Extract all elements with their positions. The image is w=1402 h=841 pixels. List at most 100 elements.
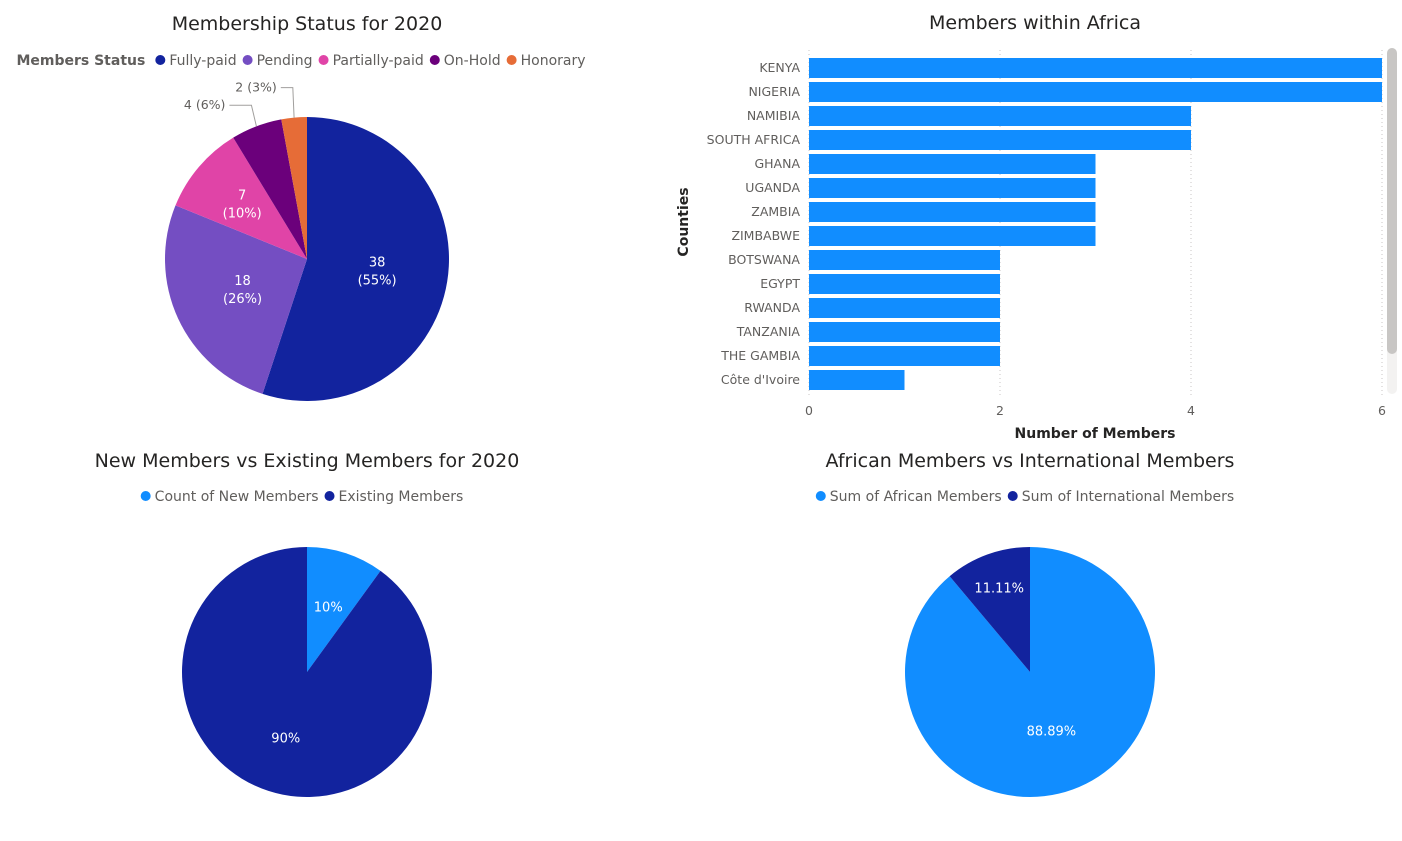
category-label-kenya: KENYA <box>759 60 800 75</box>
category-label-the-gambia: THE GAMBIA <box>720 348 800 363</box>
category-label-botswana: BOTSWANA <box>728 252 800 267</box>
legend-label: Sum of African Members <box>830 489 1002 505</box>
category-label-ghana: GHANA <box>754 156 800 171</box>
legend-marker <box>815 491 826 501</box>
bar-nigeria[interactable] <box>809 82 1382 102</box>
membership-status-chart: Membership Status for 2020 Members Statu… <box>16 13 586 401</box>
legend: Sum of African Members Sum of Internation… <box>815 489 1234 505</box>
legend-item-sum-of-international-members[interactable]: Sum of International Members <box>1007 489 1234 505</box>
bar-zimbabwe[interactable] <box>809 226 1096 246</box>
legend-label: Pending <box>257 53 313 69</box>
bar-kenya[interactable] <box>809 58 1382 78</box>
legend-label: Existing Members <box>339 489 464 505</box>
x-tick-4: 4 <box>1187 403 1195 418</box>
x-tick-0: 0 <box>805 403 813 418</box>
category-label-egypt: EGYPT <box>760 276 800 291</box>
legend-item-existing-members[interactable]: Existing Members <box>324 489 464 505</box>
category-label-zambia: ZAMBIA <box>751 204 800 219</box>
african-vs-international-chart: African Members vs International Members… <box>815 450 1235 797</box>
pie-slice-count-of-new-members[interactable] <box>307 547 381 672</box>
leader-line <box>229 104 257 127</box>
pie-labels: 38 (55%) 18 (26%) 7 (10%) 4 (6%) 2 (3%) <box>184 80 397 307</box>
pie-slice-pending[interactable] <box>164 205 307 394</box>
pie-labels: 10% 90% <box>271 601 342 747</box>
gridlines <box>808 50 1383 398</box>
bar-south-africa[interactable] <box>809 130 1191 150</box>
category-label-uganda: UGANDA <box>745 180 800 195</box>
legend-marker <box>429 55 440 65</box>
data-label-existing-members: 90% <box>271 731 300 746</box>
bar-uganda[interactable] <box>809 178 1096 198</box>
legend-label: Sum of International Members <box>1022 489 1234 505</box>
bar-tanzania[interactable] <box>809 322 1000 342</box>
scrollbar-thumb[interactable] <box>1387 48 1397 354</box>
bar-namibia[interactable] <box>809 106 1191 126</box>
category-label-rwanda: RWANDA <box>744 300 800 315</box>
legend-marker <box>242 55 253 65</box>
pie-slices <box>164 117 449 401</box>
data-label-honorary: 2 (3%) <box>235 80 277 95</box>
legend-label: Fully-paid <box>169 53 236 69</box>
bar-c-te-d-ivoire[interactable] <box>809 370 905 390</box>
data-label-sum-of-african-members: 88.89% <box>1027 725 1077 740</box>
bar-zambia[interactable] <box>809 202 1096 222</box>
legend-label: Partially-paid <box>333 53 424 69</box>
pie-slice-existing-members[interactable] <box>182 547 432 797</box>
bar-ghana[interactable] <box>809 154 1096 174</box>
membership-status-panel: Membership Status for 2020 Members Statu… <box>0 0 620 430</box>
chart-title: Membership Status for 2020 <box>172 13 443 35</box>
pie-slice-on-hold[interactable] <box>233 119 307 259</box>
legend-label: Count of New Members <box>155 489 319 505</box>
members-within-africa-chart: Members within Africa KENYA NIGERIA NAMIBI… <box>676 12 1397 442</box>
data-label-fully-paid: 38 (55%) <box>358 255 397 288</box>
category-label-namibia: NAMIBIA <box>747 108 801 123</box>
legend-marker <box>155 55 166 65</box>
legend-item-honorary[interactable]: Honorary <box>506 53 586 69</box>
x-axis-title: Number of Members <box>1015 426 1176 442</box>
legend-item-count-of-new-members[interactable]: Count of New Members <box>140 489 319 505</box>
bars <box>809 58 1382 390</box>
pie-slice-fully-paid[interactable] <box>262 117 449 401</box>
pie-slice-sum-of-international-members[interactable] <box>949 547 1030 672</box>
legend: Members Status Fully-paid Pending Partially… <box>16 53 585 69</box>
legend-item-sum-of-african-members[interactable]: Sum of African Members <box>815 489 1002 505</box>
legend-marker <box>506 55 517 65</box>
legend-item-pending[interactable]: Pending <box>242 53 313 69</box>
pie-slice-partially-paid[interactable] <box>175 137 307 259</box>
chart-title: New Members vs Existing Members for 2020 <box>95 450 520 472</box>
data-label-partially-paid: 7 (10%) <box>223 189 262 222</box>
bar-the-gambia[interactable] <box>809 346 1000 366</box>
legend-marker <box>1007 491 1018 501</box>
category-label-south-africa: SOUTH AFRICA <box>707 132 801 147</box>
bar-egypt[interactable] <box>809 274 1000 294</box>
leader-line <box>280 87 295 118</box>
pie-slices <box>182 547 432 797</box>
data-label-pending: 18 (26%) <box>223 274 262 307</box>
legend-item-partially-paid[interactable]: Partially-paid <box>318 53 424 69</box>
members-within-africa-panel: Members within Africa KENYA NIGERIA NAMIBI… <box>620 0 1402 445</box>
data-label-count-of-new-members: 10% <box>314 601 343 616</box>
bar-rwanda[interactable] <box>809 298 1000 318</box>
legend-title: Members Status <box>16 53 145 69</box>
chart-title: Members within Africa <box>929 12 1141 34</box>
category-label-c-te-d-ivoire: Côte d'Ivoire <box>721 372 800 387</box>
data-label-on-hold: 4 (6%) <box>184 97 226 112</box>
chart-title: African Members vs International Members <box>826 450 1235 472</box>
new-vs-existing-panel: New Members vs Existing Members for 2020… <box>0 445 620 837</box>
african-vs-international-panel: African Members vs International Members… <box>620 445 1402 837</box>
legend-marker <box>140 491 151 501</box>
pie-slice-honorary[interactable] <box>281 117 307 259</box>
new-vs-existing-chart: New Members vs Existing Members for 2020… <box>95 450 520 797</box>
x-tick-2: 2 <box>996 403 1004 418</box>
legend: Count of New Members Existing Members <box>140 489 464 505</box>
legend-label: Honorary <box>521 53 586 69</box>
legend-item-fully-paid[interactable]: Fully-paid <box>155 53 237 69</box>
category-label-zimbabwe: ZIMBABWE <box>731 228 800 243</box>
legend-label: On-Hold <box>444 53 501 69</box>
bar-botswana[interactable] <box>809 250 1000 270</box>
pie-labels: 88.89% 11.11% <box>974 581 1076 739</box>
data-label-sum-of-international-members: 11.11% <box>974 581 1024 596</box>
x-tick-6: 6 <box>1378 403 1386 418</box>
legend-item-on-hold[interactable]: On-Hold <box>429 53 501 69</box>
legend-marker <box>324 491 335 501</box>
